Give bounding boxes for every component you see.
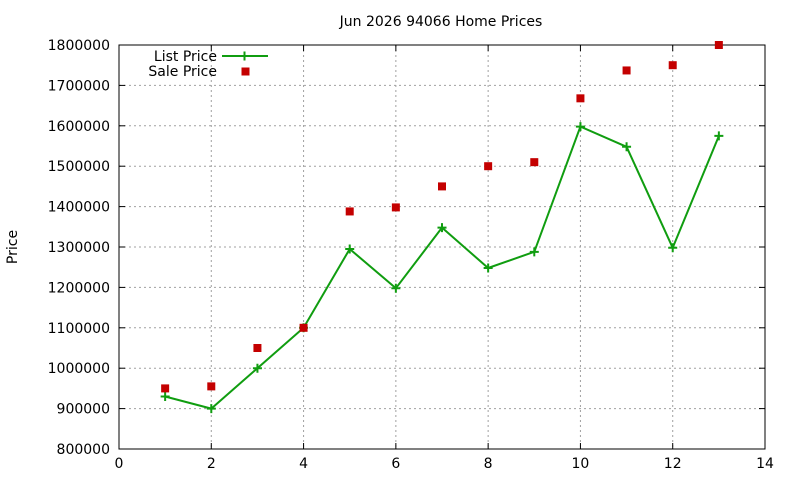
y-tick-label: 1600000: [48, 119, 110, 135]
chart-title: Jun 2026 94066 Home Prices: [339, 14, 543, 30]
point-sale-price: [714, 41, 723, 49]
x-tick-label: 0: [115, 456, 124, 472]
point-sale-price: [438, 182, 446, 191]
point-list-price: [160, 391, 170, 401]
point-sale-price: [391, 203, 400, 212]
y-tick-label: 1000000: [48, 361, 110, 377]
y-tick-label: 1500000: [48, 159, 110, 175]
x-tick-label: 10: [572, 456, 590, 472]
point-list-price: [437, 223, 447, 233]
point-list-price: [206, 404, 216, 414]
y-tick-label: 1300000: [48, 240, 110, 256]
point-sale-price: [484, 162, 493, 171]
legend-marker-sale-price: [241, 67, 250, 76]
point-sale-price: [530, 158, 539, 167]
y-axis-label: Price: [5, 230, 21, 264]
point-sale-price: [622, 66, 631, 75]
point-list-price: [622, 142, 632, 152]
x-tick-label: 6: [391, 456, 400, 472]
x-tick-label: 4: [299, 456, 308, 472]
y-tick-label: 1400000: [48, 200, 110, 216]
point-list-price: [252, 363, 262, 373]
axes: 800000 900000 1000000 1100000 1200000 1300000…: [48, 38, 774, 472]
point-list-price: [668, 243, 678, 253]
point-sale-price: [668, 61, 677, 70]
point-list-price: [391, 283, 401, 293]
plot-border: [118, 44, 766, 450]
legend-marker-list-price: [240, 51, 249, 61]
point-sale-price: [345, 207, 354, 216]
point-list-price: [345, 244, 355, 254]
y-tick-label: 1100000: [48, 321, 110, 337]
series-line-list-price: [164, 125, 720, 410]
y-tick-label: 1800000: [48, 38, 110, 54]
y-tick-label: 800000: [57, 442, 110, 458]
legend-label-list-price: List Price: [154, 49, 217, 65]
y-tick-label: 1200000: [48, 280, 110, 296]
point-list-price: [483, 263, 493, 273]
y-tick-label: 1700000: [48, 78, 110, 94]
point-sale-price: [299, 323, 308, 332]
y-tick-label: 900000: [57, 402, 110, 418]
legend-label-sale-price: Sale Price: [148, 64, 217, 80]
x-tick-label: 2: [207, 456, 216, 472]
legend: List Price Sale Price: [148, 49, 268, 80]
point-sale-price: [576, 94, 585, 103]
point-sale-price: [253, 344, 262, 352]
x-tick-label: 12: [664, 456, 682, 472]
x-tick-label: 8: [484, 456, 493, 472]
grid-lines: [119, 45, 765, 449]
point-sale-price: [207, 382, 216, 391]
x-tick-label: 14: [756, 456, 774, 472]
point-list-price: [529, 247, 539, 257]
point-list-price: [575, 122, 585, 132]
point-sale-price: [161, 384, 170, 393]
series-layer: [160, 41, 724, 414]
point-list-price: [714, 131, 724, 141]
